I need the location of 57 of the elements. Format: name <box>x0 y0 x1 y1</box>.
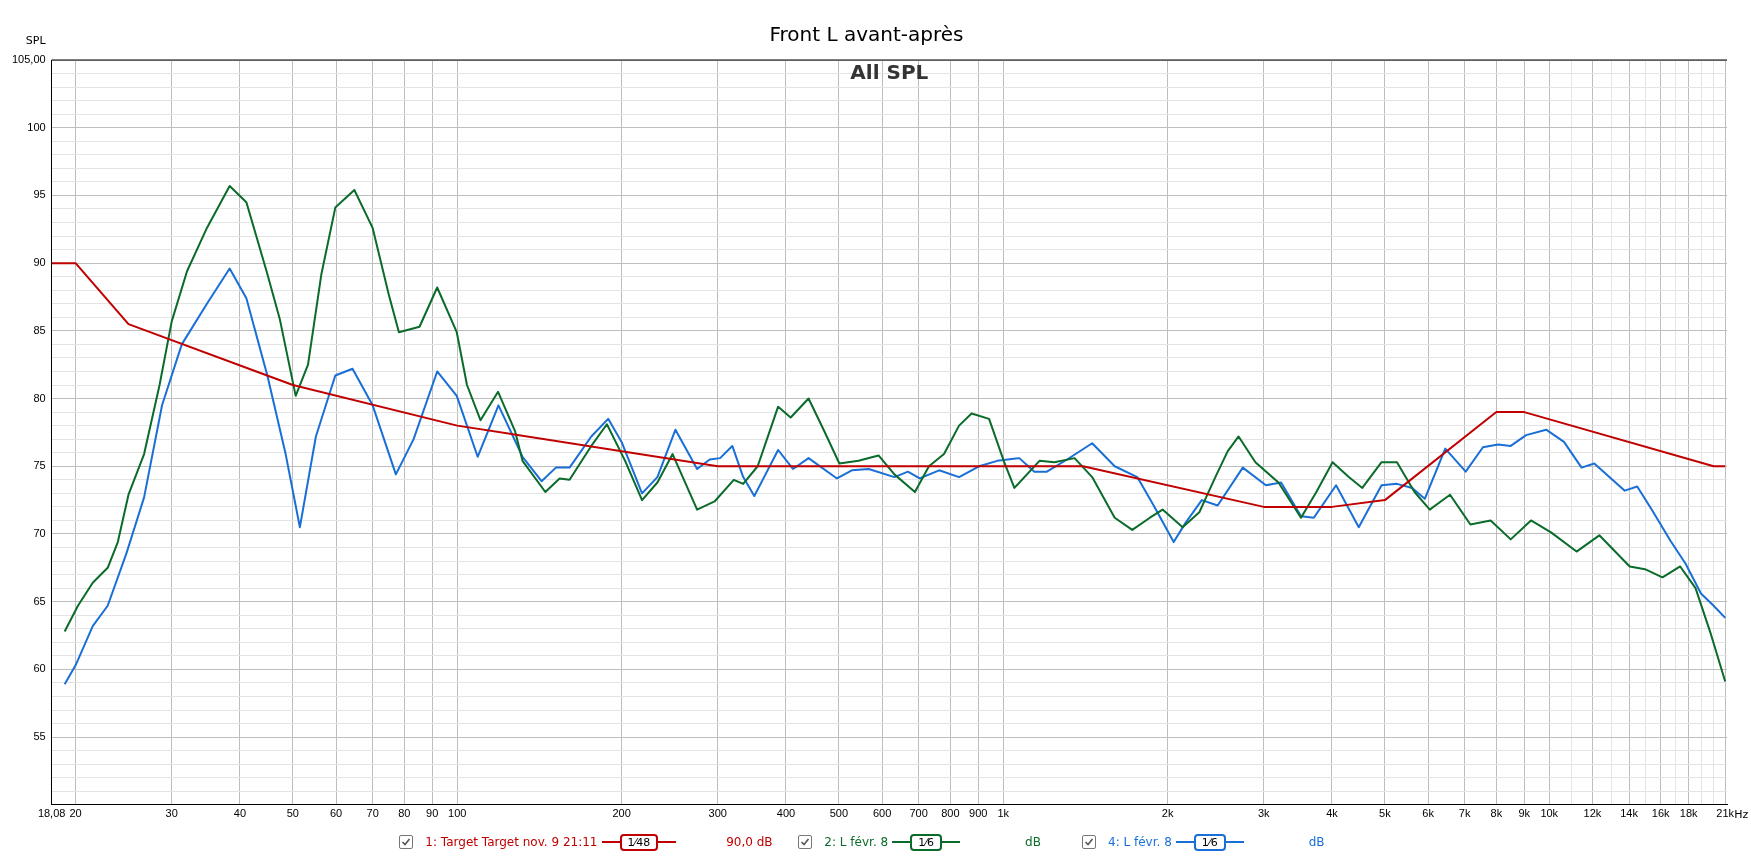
x-tick-label: 5k <box>1379 807 1392 820</box>
text: 1⁄6 <box>910 833 942 851</box>
x-tick-label: 80 <box>398 807 411 820</box>
y-tick-label: 70 <box>33 526 46 539</box>
x-tick-label: 7k <box>1458 807 1471 820</box>
y-axis-title: SPL <box>25 34 47 48</box>
y-tick-label: 65 <box>33 594 46 607</box>
y-tick-label: 80 <box>33 391 46 404</box>
x-tick-label: 6k <box>1422 807 1435 820</box>
text: 4: L févr. 8 <box>1108 835 1172 849</box>
x-tick-label: 30 <box>165 807 178 820</box>
x-tick-label: 700 <box>909 807 928 820</box>
x-tick-label: 900 <box>969 807 988 820</box>
x-tick-label: 9k <box>1518 807 1531 820</box>
x-tick-label: 500 <box>829 807 849 820</box>
y-tick-label: 100 <box>27 120 46 133</box>
text: 1⁄48 <box>619 833 659 851</box>
x-tick-label: 4k <box>1326 807 1339 820</box>
y-tick-label: 60 <box>33 662 46 675</box>
x-tick-label: 16k <box>1651 807 1671 820</box>
y-tick-label: 90 <box>33 256 46 269</box>
y-tick-label: 85 <box>33 323 46 336</box>
x-tick-label: 3k <box>1257 807 1271 820</box>
x-tick-label: 18k <box>1679 807 1699 820</box>
x-tick-label: 2k <box>1161 807 1174 820</box>
x-tick-label: 1k <box>997 807 1010 820</box>
x-tick-label: 100 <box>448 807 467 820</box>
text: 2: L févr. 8 <box>824 835 889 849</box>
x-axis-title: Hz <box>1734 808 1749 822</box>
x-tick-label: 21k <box>1716 807 1735 820</box>
x-tick-label: 300 <box>708 807 727 820</box>
x-tick-label: 40 <box>233 807 247 820</box>
x-tick-label: 60 <box>329 807 343 820</box>
x-tick-label: 12k <box>1583 807 1602 820</box>
x-tick-label: 90 <box>426 807 439 820</box>
text: 1: Target Target nov. 9 21:11 <box>425 835 598 849</box>
y-tick-label: 95 <box>33 188 46 201</box>
text: dB <box>1307 835 1326 849</box>
chart-subtitle: All SPL <box>850 60 929 85</box>
x-tick-label: 8k <box>1490 807 1503 820</box>
x-tick-label: 70 <box>366 807 379 820</box>
x-tick-label: 200 <box>612 807 631 820</box>
y-tick-label: 75 <box>33 459 46 472</box>
text: dB <box>1024 835 1042 849</box>
text: 90,0 dB <box>725 835 774 849</box>
x-tick-label: 18,08 <box>37 807 66 820</box>
x-tick-label: 50 <box>286 807 299 820</box>
x-tick-label: 10k <box>1540 807 1559 820</box>
x-tick-label: 800 <box>941 807 960 820</box>
chart-title: Front L avant-après <box>769 22 964 47</box>
x-tick-label: 14k <box>1620 807 1639 820</box>
x-tick-label: 20 <box>69 807 82 820</box>
y-tick-label: 55 <box>33 730 46 743</box>
x-tick-label: 400 <box>776 807 796 820</box>
x-tick-label: 600 <box>872 807 892 820</box>
y-tick-label: 105,00 <box>11 53 46 66</box>
text: 1⁄6 <box>1193 833 1226 851</box>
